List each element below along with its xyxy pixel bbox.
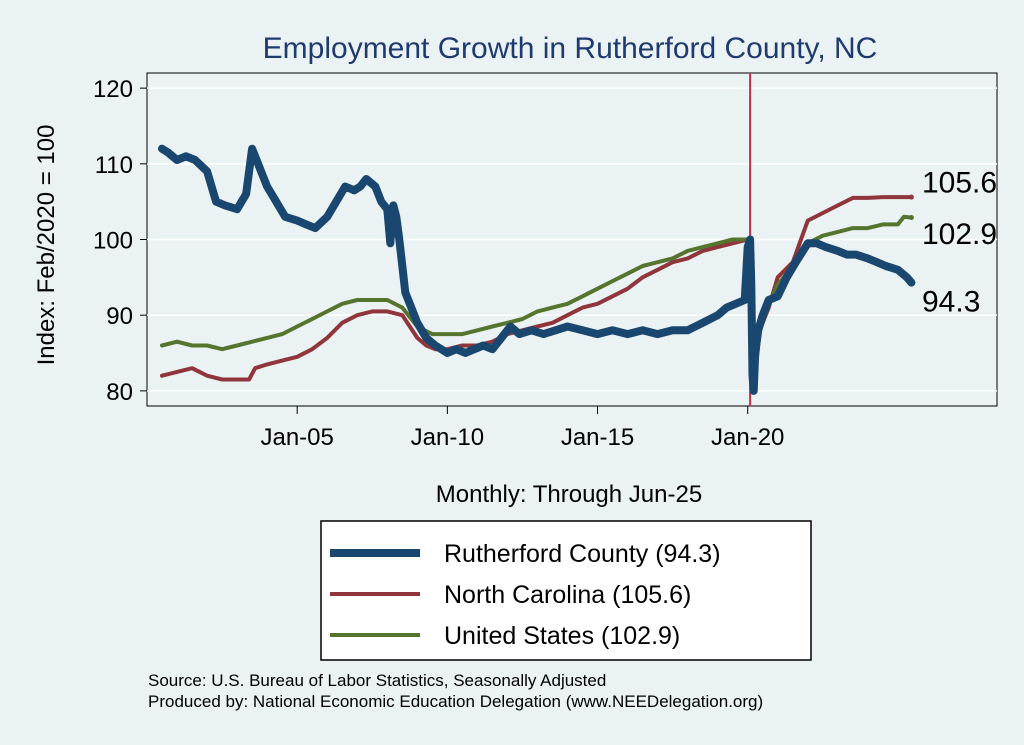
x-axis-label: Monthly: Through Jun-25	[436, 481, 702, 508]
y-tick-label-110: 110	[95, 152, 133, 179]
legend-label-rutherford: Rutherford County (94.3)	[444, 540, 721, 568]
gridlines	[147, 87, 997, 392]
series-line-rutherford-county	[158, 144, 916, 395]
legend-label-north-carolina: North Carolina (105.6)	[444, 581, 691, 609]
x-axis-ticks: Jan-05 Jan-10 Jan-15 Jan-20	[260, 406, 784, 451]
producer-note: Produced by: National Economic Education…	[148, 692, 763, 711]
end-marker-0	[908, 280, 914, 286]
x-tick-label-Jan-15: Jan-15	[561, 424, 634, 451]
y-axis-ticks: 80 90 100 110 120	[93, 76, 147, 406]
y-tick-label-80: 80	[106, 379, 133, 406]
x-tick-label-Jan-10: Jan-10	[411, 424, 484, 451]
y-tick-label-90: 90	[106, 303, 133, 330]
y-tick-label-120: 120	[93, 76, 133, 103]
x-tick-label-Jan-20: Jan-20	[711, 424, 784, 451]
end-label-rutherford-county: 94.3	[922, 285, 980, 318]
chart-title: Employment Growth in Rutherford County, …	[263, 32, 878, 65]
series-layer	[158, 144, 916, 395]
source-note: Source: U.S. Bureau of Labor Statistics,…	[148, 671, 606, 690]
end-label-united-states: 102.9	[922, 218, 997, 251]
y-tick-label-100: 100	[93, 228, 133, 255]
legend: Rutherford County (94.3) North Carolina …	[320, 520, 812, 661]
y-axis-label: Index: Feb/2020 = 100	[33, 125, 60, 366]
end-labels: 94.3 105.6 102.9	[908, 166, 997, 318]
end-label-north-carolina: 105.6	[922, 166, 997, 199]
x-tick-label-Jan-05: Jan-05	[260, 424, 333, 451]
legend-label-united-states: United States (102.9)	[444, 622, 680, 650]
end-marker-2	[908, 215, 914, 221]
end-marker-1	[908, 194, 914, 200]
